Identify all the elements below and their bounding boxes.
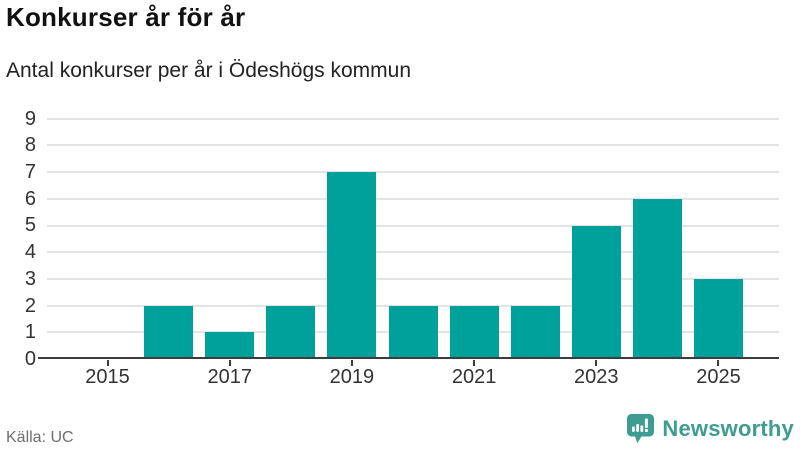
y-axis-label: 7 xyxy=(24,161,36,184)
x-axis-tick xyxy=(595,359,598,366)
plot-area: 2015 2017 2019 2021 2023 2025 xyxy=(47,112,779,388)
x-axis-label: 2019 xyxy=(329,366,375,388)
bar-slot-2024 xyxy=(627,112,688,359)
bar-2017 xyxy=(205,332,255,359)
x-axis-label: 2017 xyxy=(207,366,252,388)
bar-slot-2017 xyxy=(199,112,260,359)
x-axis-tick xyxy=(106,359,109,366)
y-axis: 0 1 2 3 4 5 6 7 8 9 xyxy=(0,108,36,370)
y-axis-label: 8 xyxy=(24,134,36,157)
bar-2018 xyxy=(266,305,316,359)
bar-slot-2019 xyxy=(321,112,382,359)
x-axis-label: 2021 xyxy=(451,366,497,388)
bar-2020 xyxy=(388,305,438,359)
bar-2023 xyxy=(571,225,621,359)
x-axis-label: 2023 xyxy=(574,366,619,388)
x-axis-tick xyxy=(228,359,231,366)
x-axis-tick xyxy=(473,359,476,366)
y-axis-label: 5 xyxy=(24,214,36,237)
bar-slot-2025 xyxy=(688,112,749,359)
bar-2019 xyxy=(327,172,377,359)
newsworthy-logo[interactable]: Newsworthy xyxy=(627,414,794,444)
gridline xyxy=(47,117,779,120)
bar-2021 xyxy=(449,305,499,359)
y-axis-label: 0 xyxy=(24,348,36,370)
bar-slot-2020 xyxy=(382,112,443,359)
y-axis-label: 3 xyxy=(24,267,36,290)
x-axis-tick xyxy=(350,359,353,366)
y-axis-label: 2 xyxy=(24,294,36,317)
bar-slot-2023 xyxy=(566,112,627,359)
y-axis-label: 4 xyxy=(24,241,36,264)
y-axis-label: 1 xyxy=(24,321,36,344)
bar-slot-2018 xyxy=(260,112,321,359)
bar-slot-2021 xyxy=(444,112,505,359)
bar-slot-2016 xyxy=(138,112,199,359)
gridline xyxy=(47,144,779,147)
x-axis-label: 2025 xyxy=(696,366,741,388)
x-axis-label: 2015 xyxy=(85,366,130,388)
chart-title: Konkurser år för år xyxy=(6,2,246,32)
x-axis: 2015 2017 2019 2021 2023 2025 xyxy=(77,112,749,388)
newsworthy-wordmark: Newsworthy xyxy=(662,416,794,441)
bar-2022 xyxy=(510,305,560,359)
y-axis-label: 9 xyxy=(24,107,36,130)
gridline xyxy=(47,224,779,227)
gridline xyxy=(47,171,779,174)
x-axis-tick xyxy=(717,359,720,366)
bar-slot-2022 xyxy=(505,112,566,359)
y-axis-label: 6 xyxy=(24,187,36,210)
gridline xyxy=(47,277,779,280)
gridline xyxy=(47,197,779,200)
bar-2024 xyxy=(632,198,682,359)
chart-subtitle: Antal konkurser per år i Ödeshögs kommun xyxy=(6,59,412,82)
bar-2016 xyxy=(144,305,194,359)
gridline xyxy=(47,251,779,254)
x-axis-line xyxy=(38,356,779,359)
bar-series xyxy=(77,112,749,359)
bar-2025 xyxy=(693,278,743,359)
newsworthy-bubble-chart-icon xyxy=(627,414,655,444)
source-label: Källa: UC xyxy=(6,429,74,446)
